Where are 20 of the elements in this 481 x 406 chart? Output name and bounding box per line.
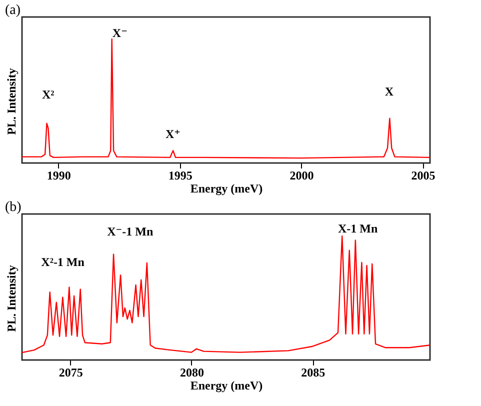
x-axis-title: Energy (meV) <box>190 182 263 196</box>
x-tick-label: 1990 <box>46 168 71 182</box>
x-tick-label: 2080 <box>180 366 204 380</box>
x-tick-label: 2005 <box>411 168 436 182</box>
text: X-1 Mn <box>338 222 378 236</box>
x-tick-label: 1995 <box>168 168 192 182</box>
y-axis-title: PL. Intensity <box>4 68 18 135</box>
chart-title: (a) <box>5 3 21 18</box>
y-axis-title: PL. Intensity <box>4 265 18 332</box>
annotation: X⁻ <box>112 26 128 40</box>
annotation: X <box>384 84 394 98</box>
x-tick-label: 2000 <box>290 168 314 182</box>
x-tick-label: 2085 <box>301 366 326 380</box>
annotation: X⁻-1 Mn <box>107 224 154 239</box>
x-tick-label: 2075 <box>58 366 83 380</box>
annotation: X⁺ <box>165 126 180 141</box>
x-axis-title: Energy (meV) <box>190 378 263 392</box>
annotation: X²-1 Mn <box>41 255 85 270</box>
chart-title: (b) <box>5 200 22 215</box>
annotation: X² <box>42 87 55 102</box>
